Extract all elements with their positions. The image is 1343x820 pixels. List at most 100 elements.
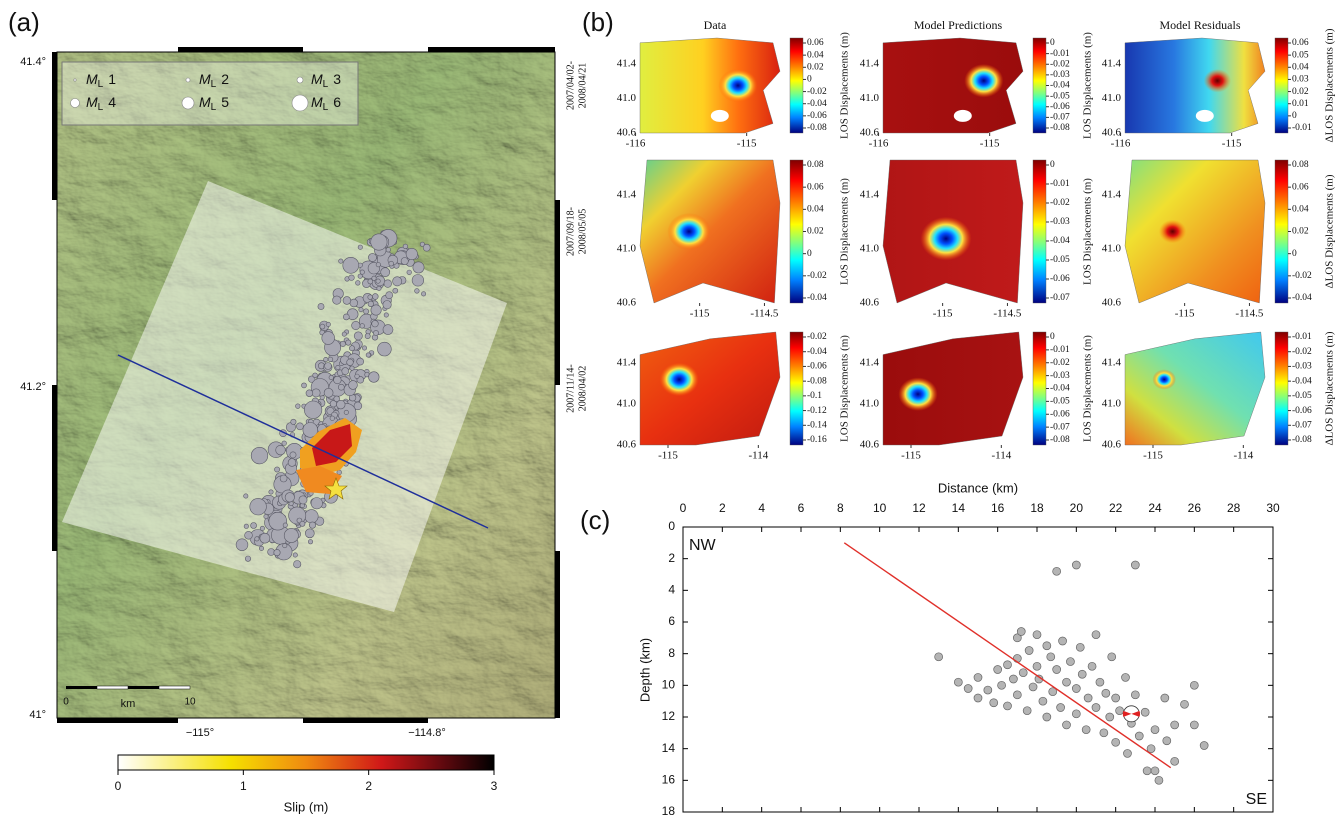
earthquake	[320, 324, 325, 329]
hypocenter	[1200, 742, 1208, 750]
colorbar-tick-label: -0.06	[807, 362, 827, 372]
scale-bar-segment	[66, 686, 97, 689]
hypocenter	[1151, 726, 1159, 734]
x-tick-label: 2	[719, 501, 726, 515]
colorbar-label: LOS Displacements (m)	[839, 32, 851, 139]
deformation-lobe	[921, 217, 972, 261]
lat-tick-label: 41.2°	[20, 381, 46, 393]
lat-tick-label: 40.6	[860, 439, 880, 451]
lat-tick-label: 41.4	[1102, 57, 1122, 69]
hypocenter	[974, 694, 982, 702]
colorbar-label: ΔLOS Displacements (m)	[1324, 331, 1336, 445]
earthquake	[372, 294, 378, 300]
earthquake	[296, 423, 303, 430]
earthquake	[369, 372, 380, 383]
earthquake	[305, 510, 318, 523]
earthquake	[260, 526, 264, 530]
y-tick-label: 14	[662, 741, 676, 755]
y-tick-label: 2	[668, 551, 675, 565]
scale-bar-segment	[128, 686, 159, 689]
earthquake	[329, 375, 333, 379]
earthquake	[365, 334, 370, 339]
colorbar-tick-label: -0.05	[1050, 397, 1070, 407]
earthquake	[368, 295, 373, 300]
colorbar-tick-label: -0.04	[1050, 384, 1070, 394]
hypocenter	[935, 653, 943, 661]
earthquake	[275, 467, 280, 472]
hypocenter	[1102, 689, 1110, 697]
earthquake	[359, 307, 363, 311]
earthquake	[338, 384, 344, 390]
colorbar-tick-label: 0	[807, 75, 812, 85]
annotation: SE	[1246, 791, 1267, 808]
colorbar-tick-label: -0.04	[1292, 376, 1312, 386]
x-tick-label: 4	[758, 501, 765, 515]
legend-symbol	[71, 99, 80, 108]
los-field	[1125, 332, 1265, 445]
hypocenter	[1190, 721, 1198, 729]
lon-tick-label: -116	[1111, 138, 1131, 150]
earthquake	[350, 366, 354, 370]
panel-label: (a)	[8, 7, 40, 37]
border-segment	[52, 385, 57, 551]
border-segment	[57, 718, 178, 723]
colorbar-tick-label: -0.06	[1050, 274, 1070, 284]
scale-bar-label: km	[121, 698, 136, 710]
x-tick-label: 16	[991, 501, 1005, 515]
colorbar	[790, 38, 803, 133]
colorbar-tick-label: 0.02	[807, 62, 824, 72]
hypocenter	[1029, 683, 1037, 691]
earthquake	[311, 498, 322, 509]
earthquake	[251, 523, 257, 529]
earthquake	[342, 332, 346, 336]
colorbar-tick-label: 0	[1292, 249, 1297, 259]
lat-tick-label: 41.0	[1102, 92, 1122, 104]
earthquake	[244, 494, 248, 498]
lat-tick-label: 41.0	[860, 243, 880, 255]
earthquake	[299, 496, 307, 504]
figure: (a)41.4°41.2°41°−115°−114.8°ML1ML2ML3ML4…	[0, 0, 1343, 820]
colorbar-tick-label: -0.07	[1050, 293, 1070, 303]
hypocenter	[1078, 670, 1086, 678]
lon-tick-label: -115	[1175, 308, 1195, 320]
colorbar-tick-label: -0.05	[1050, 255, 1070, 265]
colorbar-tick-label: -0.02	[807, 332, 827, 342]
earthquake	[377, 286, 381, 290]
earthquake	[293, 553, 297, 557]
earthquake	[334, 376, 342, 384]
earthquake	[336, 365, 340, 369]
colorbar-tick-label: -0.01	[1050, 179, 1070, 189]
earthquake	[283, 523, 287, 527]
colorbar-tick-label: -0.02	[1050, 198, 1070, 208]
earthquake	[349, 275, 355, 281]
earthquake	[393, 277, 402, 286]
earthquake	[244, 524, 248, 528]
deformation-lobe	[898, 377, 937, 411]
x-tick-label: 8	[837, 501, 844, 515]
scale-bar-segment	[97, 686, 128, 689]
lon-tick-label: -115	[658, 450, 678, 462]
hypocenter	[1092, 631, 1100, 639]
period-label: 2008/05/05	[577, 209, 588, 255]
earthquake	[325, 363, 332, 370]
colorbar-tick-label: 3	[491, 779, 498, 793]
hypocenter	[994, 666, 1002, 674]
colorbar-label: LOS Displacements (m)	[1082, 178, 1094, 285]
colorbar-tick-label: -0.02	[807, 87, 827, 97]
hypocenter	[1025, 647, 1033, 655]
hypocenter	[1057, 704, 1065, 712]
colorbar-tick-label: -0.03	[1050, 70, 1070, 80]
colorbar-tick-label: -0.02	[1050, 358, 1070, 368]
earthquake	[346, 340, 351, 345]
lon-tick-label: -115	[901, 450, 921, 462]
focal-mechanism	[1123, 706, 1140, 722]
legend-subscript: L	[211, 79, 217, 90]
earthquake	[339, 259, 343, 263]
colorbar-tick-label: 0	[1050, 38, 1055, 48]
deformation-lobe	[1152, 369, 1176, 389]
earthquake	[276, 445, 286, 455]
hypocenter	[1066, 658, 1074, 666]
earthquake	[306, 390, 313, 397]
colorbar	[1033, 160, 1046, 303]
earthquake	[368, 279, 373, 284]
